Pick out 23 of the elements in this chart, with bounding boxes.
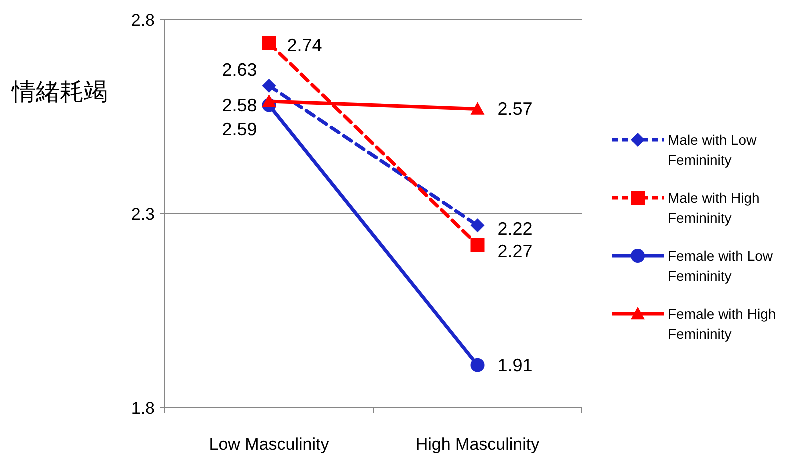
legend-label: Female with Low Femininity [668, 248, 774, 284]
data-label: 2.22 [498, 219, 533, 240]
legend-label: Male with High Femininity [668, 190, 760, 226]
point [470, 218, 485, 233]
y-tick-label: 1.8 [131, 399, 155, 418]
data-label: 2.74 [287, 35, 322, 56]
point [262, 36, 276, 50]
y-tick-label: 2.3 [131, 205, 155, 224]
data-label: 2.27 [498, 242, 533, 262]
data-label: 2.57 [498, 99, 533, 120]
data-label: 1.91 [498, 355, 533, 376]
y-tick-label: 2.8 [131, 11, 155, 30]
y-axis-title: 情緒耗竭 [11, 80, 108, 106]
data-label: 2.63 [222, 60, 258, 80]
legend-label: Female with High Femininity [668, 306, 776, 342]
data-label: 2.58 [222, 95, 258, 116]
point [262, 78, 276, 93]
x-tick-label: High Masculinity [416, 435, 540, 454]
data-label: 2.59 [222, 119, 258, 140]
legend-label: Male with Low Femininity [668, 132, 758, 168]
point [470, 238, 485, 252]
x-tick-label: Low Masculinity [209, 435, 330, 454]
point [470, 358, 485, 372]
